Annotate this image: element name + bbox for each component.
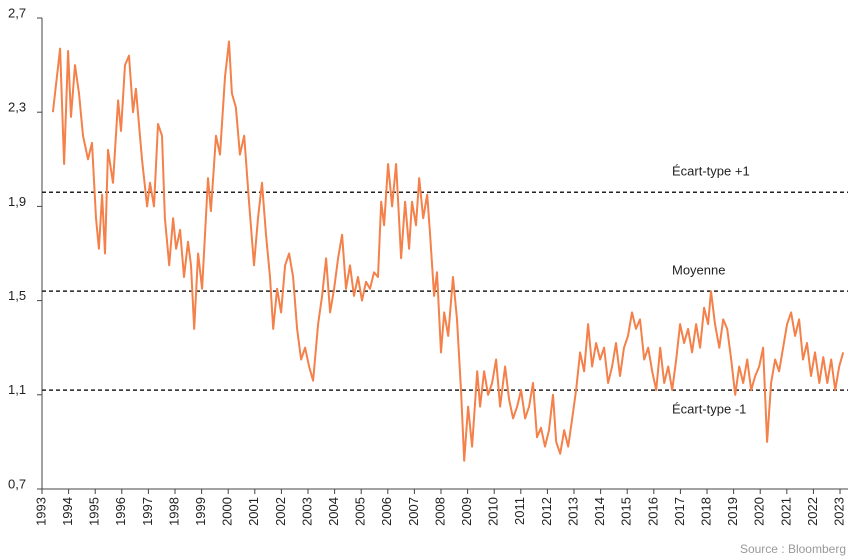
x-tick-label: 2001 (246, 497, 261, 526)
x-tick-label: 2021 (778, 497, 793, 526)
x-tick-label: 2004 (326, 497, 341, 526)
x-tick-label: 2015 (619, 497, 634, 526)
x-tick-label: 2003 (299, 497, 314, 526)
y-tick-label: 1,5 (8, 288, 26, 303)
reference-label: Écart-type -1 (672, 402, 746, 417)
reference-label: Écart-type +1 (672, 164, 750, 179)
x-tick-label: 2005 (353, 497, 368, 526)
x-tick-label: 2000 (220, 497, 235, 526)
data-line (51, 40, 845, 462)
x-tick-label: 1993 (33, 497, 48, 526)
y-tick-label: 1,9 (8, 194, 26, 209)
y-tick-label: 1,1 (8, 382, 26, 397)
x-tick-label: 2023 (831, 497, 846, 526)
x-tick-label: 2022 (805, 497, 820, 526)
x-tick-label: 2020 (752, 497, 767, 526)
x-tick-label: 2006 (379, 497, 394, 526)
x-tick-label: 2018 (698, 497, 713, 526)
x-tick-label: 2007 (406, 497, 421, 526)
x-tick-label: 2019 (725, 497, 740, 526)
x-tick-label: 2016 (645, 497, 660, 526)
x-tick-label: 1994 (60, 497, 75, 526)
x-tick-label: 1998 (166, 497, 181, 526)
y-tick-label: 2,7 (8, 5, 26, 20)
x-tick-label: 2008 (432, 497, 447, 526)
x-tick-label: 2014 (592, 497, 607, 526)
y-tick-label: 0,7 (8, 476, 26, 491)
source-note: Source : Bloomberg (740, 542, 846, 556)
x-tick-label: 2009 (459, 497, 474, 526)
x-tick-label: 1995 (87, 497, 102, 526)
x-tick-label: 2011 (512, 497, 527, 525)
x-tick-label: 2013 (565, 497, 580, 526)
x-tick-label: 1999 (193, 497, 208, 526)
x-tick-label: 2010 (486, 497, 501, 526)
reference-label: Moyenne (672, 263, 725, 278)
x-tick-label: 2002 (273, 497, 288, 526)
x-tick-label: 2017 (672, 497, 687, 526)
y-tick-label: 2,3 (8, 100, 26, 115)
x-tick-label: 1997 (140, 497, 155, 526)
x-tick-label: 1996 (113, 497, 128, 526)
x-tick-label: 2012 (539, 497, 554, 526)
